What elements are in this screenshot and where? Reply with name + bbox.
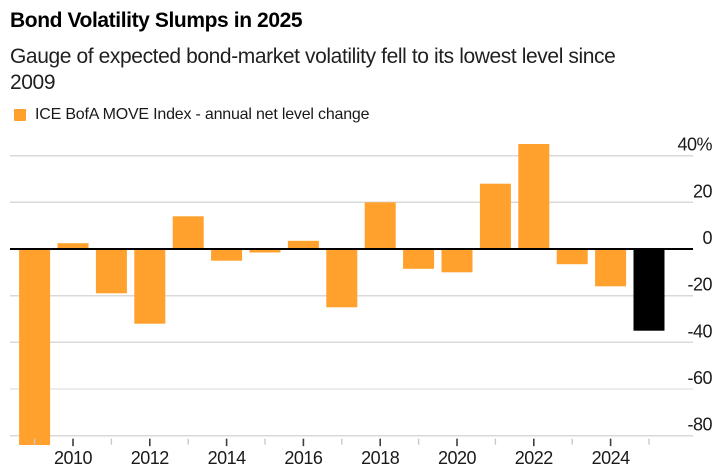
chart-subtitle: Gauge of expected bond-market volatility…	[10, 44, 710, 95]
bar-2010	[57, 243, 89, 249]
legend: ICE BofA MOVE Index - annual net level c…	[14, 106, 370, 123]
x-tick-label-2012: 2012	[131, 448, 170, 468]
bar-2017	[326, 249, 358, 308]
bar-2020	[441, 249, 473, 273]
bar-2013	[172, 216, 204, 249]
x-tick-label-2016: 2016	[284, 448, 323, 468]
chart-title: Bond Volatility Slumps in 2025	[10, 9, 303, 32]
y-tick-label-20: 20	[693, 181, 713, 201]
x-tick-label-2020: 2020	[438, 448, 477, 468]
y-tick-label--60: -60	[687, 368, 712, 388]
move-index-bar-chart: 40% 20 0 -20 -40 -60 -80 2010 2012 2014 2016 2018 20…	[10, 135, 713, 468]
legend-swatch-icon	[14, 109, 26, 121]
legend-label: ICE BofA MOVE Index - annual net level c…	[35, 106, 370, 123]
bar-2023	[556, 249, 588, 265]
chart-subtitle-line-2: 2009	[10, 70, 56, 94]
bar-2019	[403, 249, 435, 269]
bar-2011	[95, 249, 127, 294]
bar-2024	[595, 249, 627, 287]
bar-2012	[134, 249, 166, 324]
bar-2025	[633, 249, 665, 331]
bar-2015	[249, 249, 281, 253]
y-tick-label--80: -80	[687, 415, 712, 435]
x-tick-label-2018: 2018	[361, 448, 400, 468]
y-tick-label--20: -20	[687, 275, 712, 295]
bar-2022	[518, 144, 550, 249]
y-tick-label--40: -40	[687, 321, 712, 341]
x-tick-label-2024: 2024	[592, 448, 631, 468]
chart-subtitle-line-1: Gauge of expected bond-market volatility…	[10, 45, 616, 68]
bar-2021	[479, 183, 511, 249]
y-tick-label-40: 40%	[677, 135, 712, 155]
bar-2018	[364, 202, 396, 249]
x-tick-label-2014: 2014	[208, 448, 247, 468]
bar-2014	[211, 249, 243, 261]
bar-2016	[287, 240, 319, 249]
y-tick-label-0: 0	[702, 228, 712, 248]
bar-2009	[19, 249, 51, 445]
x-tick-label-2010: 2010	[54, 448, 93, 468]
x-tick-label-2022: 2022	[515, 448, 554, 468]
